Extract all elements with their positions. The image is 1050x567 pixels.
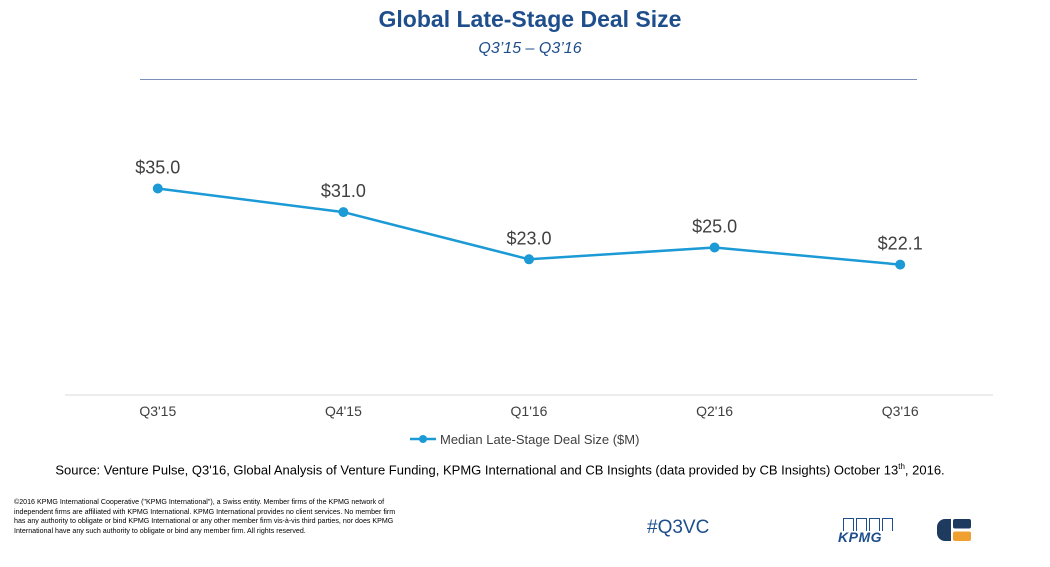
kpmg-logo: KPMG bbox=[838, 518, 898, 548]
series-line bbox=[157, 187, 901, 266]
copyright-notice: ©2016 KPMG International Cooperative ("K… bbox=[14, 498, 396, 535]
data-label: $23.0 bbox=[506, 228, 551, 248]
x-tick-label: Q1'16 bbox=[511, 403, 548, 419]
source-note: Source: Venture Pulse, Q3'16, Global Ana… bbox=[55, 462, 945, 478]
data-point bbox=[152, 183, 163, 194]
cb-insights-logo bbox=[937, 519, 971, 541]
chart-subtitle: Q3’15 – Q3’16 bbox=[478, 40, 582, 57]
hashtag: #Q3VC bbox=[647, 517, 710, 538]
data-label: $22.1 bbox=[878, 234, 923, 254]
legend-label: Median Late-Stage Deal Size ($M) bbox=[440, 432, 639, 447]
data-label: $35.0 bbox=[135, 158, 180, 178]
data-label: $25.0 bbox=[692, 217, 737, 237]
x-tick-label: Q3'15 bbox=[139, 403, 176, 419]
data-point bbox=[895, 259, 906, 270]
data-point bbox=[709, 242, 720, 253]
x-tick-label: Q3'16 bbox=[882, 403, 919, 419]
legend-marker bbox=[419, 435, 427, 443]
x-tick-label: Q2'16 bbox=[696, 403, 733, 419]
data-point bbox=[524, 254, 534, 265]
data-label: $31.0 bbox=[321, 181, 366, 201]
line-chart: Q3'15 Q4'15 Q1'16 Q2'16 Q3'16 $35.0 $31.0 $23.0… bbox=[65, 158, 993, 447]
chart-title: Global Late-Stage Deal Size bbox=[378, 6, 682, 32]
title-divider bbox=[140, 79, 917, 80]
data-point bbox=[338, 207, 349, 218]
x-tick-label: Q4'15 bbox=[325, 403, 362, 419]
